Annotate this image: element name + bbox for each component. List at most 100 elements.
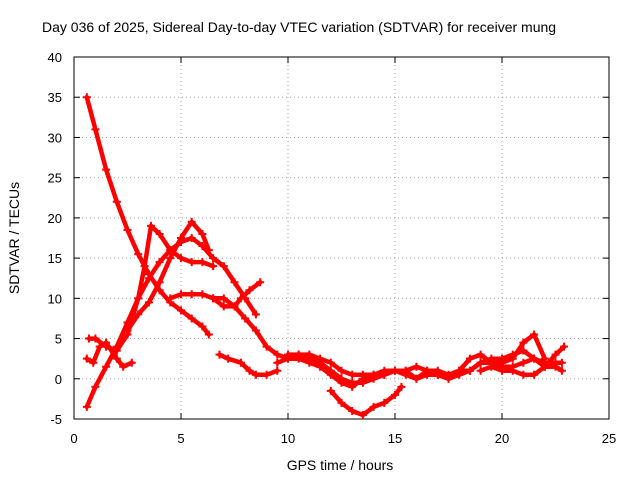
- y-axis-title: SDTVAR / TECUs: [6, 182, 22, 294]
- data-point-marker: [134, 294, 143, 303]
- data-point-marker: [144, 274, 153, 283]
- data-point-marker: [455, 370, 464, 379]
- data-point-marker: [251, 326, 260, 335]
- data-point-marker: [519, 370, 528, 379]
- data-point-marker: [530, 354, 539, 363]
- data-point-marker: [348, 378, 357, 387]
- data-point-marker: [134, 250, 143, 259]
- data-point-marker: [204, 330, 213, 339]
- data-point-marker: [127, 358, 136, 367]
- data-point-marker: [348, 370, 357, 379]
- y-tick-label: 30: [48, 130, 62, 145]
- data-point-marker: [123, 225, 132, 234]
- data-point-marker: [487, 362, 496, 371]
- y-tick-label: 5: [55, 332, 62, 347]
- series-trace-10: [284, 350, 566, 387]
- data-point-marker: [251, 310, 260, 319]
- data-point-marker: [412, 362, 421, 371]
- data-point-marker: [91, 334, 100, 343]
- data-point-marker: [82, 93, 91, 102]
- data-point-marker: [147, 221, 156, 230]
- chart-title: Day 036 of 2025, Sidereal Day-to-day VTE…: [42, 19, 556, 35]
- data-point-marker: [305, 354, 314, 363]
- series-line: [168, 279, 263, 309]
- data-point-marker: [326, 366, 335, 375]
- series-line: [84, 94, 212, 337]
- data-point-marker: [198, 290, 207, 299]
- data-point-marker: [540, 362, 549, 371]
- data-point-marker: [155, 258, 164, 267]
- data-point-marker: [273, 366, 282, 375]
- y-tick-label: 40: [48, 50, 62, 65]
- data-point-marker: [369, 374, 378, 383]
- data-point-marker: [273, 358, 282, 367]
- data-point-marker: [91, 125, 100, 134]
- data-point-marker: [519, 358, 528, 367]
- data-point-marker: [251, 370, 260, 379]
- data-point-marker: [187, 290, 196, 299]
- data-point-marker: [326, 358, 335, 367]
- data-point-marker: [112, 354, 121, 363]
- data-point-marker: [391, 390, 399, 399]
- data-point-marker: [256, 278, 265, 287]
- data-point-marker: [177, 306, 185, 315]
- data-point-marker: [219, 294, 228, 303]
- series-line: [328, 384, 404, 418]
- data-point-marker: [560, 342, 569, 351]
- data-point-marker: [557, 366, 566, 375]
- data-point-marker: [245, 366, 254, 375]
- data-point-marker: [102, 165, 111, 174]
- data-point-marker: [89, 358, 98, 367]
- data-point-marker: [498, 366, 506, 375]
- data-point-marker: [187, 314, 196, 323]
- data-point-marker: [551, 362, 560, 371]
- data-point-marker: [209, 262, 218, 271]
- data-point-marker: [177, 290, 185, 299]
- data-point-marker: [284, 350, 292, 359]
- y-tick-label: 15: [48, 251, 62, 266]
- data-point-marker: [236, 358, 245, 367]
- data-point-marker: [209, 294, 218, 303]
- data-point-marker: [144, 298, 153, 307]
- data-point-marker: [245, 286, 254, 295]
- data-point-marker: [82, 402, 91, 411]
- data-point-marker: [112, 197, 121, 206]
- data-point-marker: [119, 362, 128, 371]
- data-point-marker: [204, 246, 213, 255]
- data-point-marker: [177, 254, 185, 263]
- data-point-marker: [476, 366, 485, 375]
- data-point-marker: [219, 302, 228, 311]
- series-layer: [82, 93, 569, 419]
- data-point-marker: [187, 217, 196, 226]
- x-tick-label: 25: [602, 431, 616, 446]
- data-point-marker: [273, 350, 282, 359]
- grid-lines: [74, 57, 609, 419]
- data-point-marker: [82, 354, 91, 363]
- data-point-marker: [91, 382, 100, 391]
- data-point-marker: [215, 350, 224, 359]
- data-point-marker: [423, 366, 432, 375]
- data-point-marker: [476, 358, 485, 367]
- series-trace-4: [82, 338, 136, 371]
- data-point-marker: [140, 262, 149, 271]
- data-point-marker: [508, 354, 517, 363]
- x-tick-label: 20: [495, 431, 509, 446]
- data-point-marker: [166, 294, 175, 303]
- data-point-marker: [540, 354, 549, 363]
- data-point-marker: [177, 234, 185, 242]
- data-point-marker: [230, 302, 239, 311]
- data-point-marker: [123, 326, 132, 335]
- axis-ticks: 0 5 10 15 20 25 -5 0 5 10 15 20 25 30 35 40: [48, 50, 617, 446]
- y-tick-label: 35: [48, 90, 62, 105]
- series-line: [84, 235, 259, 410]
- data-point-marker: [198, 322, 207, 331]
- data-point-marker: [380, 398, 389, 407]
- data-point-marker: [95, 342, 104, 351]
- data-point-marker: [391, 366, 399, 375]
- y-tick-label: 25: [48, 171, 62, 186]
- data-point-marker: [102, 338, 111, 347]
- series-line: [285, 352, 565, 386]
- data-point-marker: [112, 346, 121, 355]
- y-tick-label: -5: [50, 412, 62, 427]
